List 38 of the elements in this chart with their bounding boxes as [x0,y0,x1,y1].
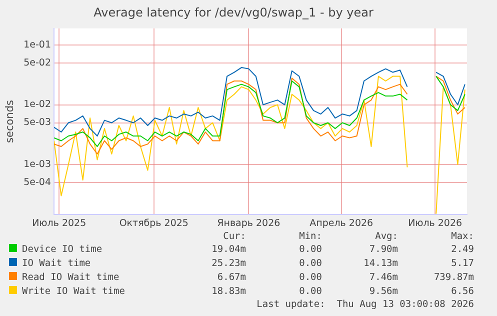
legend-label: Device IO time [21,243,104,257]
text: 0.00 [298,243,322,257]
legend-label: Read IO Wait time [21,271,120,285]
text: 19.04m [210,243,246,257]
text: 0.00 [298,285,322,299]
y-tick-label: 1e-02 [24,99,52,110]
text: Avg: [374,231,398,243]
y-axis-title: seconds [4,100,16,143]
text: 0.00 [298,271,322,285]
x-tick-label: Апрель 2026 [310,218,374,229]
x-tick-label: Июль 2026 [408,218,462,229]
text: 0.00 [298,257,322,271]
text: 7.46m [368,271,398,285]
chart-title: Average latency for /dev/vg0/swap_1 - by year [94,5,374,20]
text: Cur: [222,231,246,243]
text: 5.17 [450,257,474,271]
legend-label: Write IO Wait time [21,285,126,299]
y-tick-label: 1e-03 [24,158,52,170]
x-tick-label: Январь 2026 [217,218,280,229]
x-tick-label: Июль 2025 [32,218,86,229]
text: Min: [298,231,322,243]
y-tick-label: 5e-04 [24,176,52,188]
text: 14.13m [362,257,398,271]
text: Last update: Thu Aug 13 03:00:08 2026 [256,299,474,311]
x-tick-label: Октябрь 2025 [119,218,188,229]
text: 9.56m [368,285,398,299]
y-tick-label: 5e-03 [24,117,52,128]
text: 739.87m [432,271,474,285]
text: Max: [450,231,474,243]
legend-label: IO Wait time [21,257,92,271]
text: 7.90m [368,243,398,257]
text: 6.56 [450,285,474,299]
text: 2.49 [450,243,474,257]
text: 25.23m [210,257,246,271]
y-tick-label: 1e-01 [24,40,52,51]
text: 6.67m [216,271,246,285]
y-tick-label: 5e-02 [24,58,52,68]
text: 18.83m [210,285,246,299]
